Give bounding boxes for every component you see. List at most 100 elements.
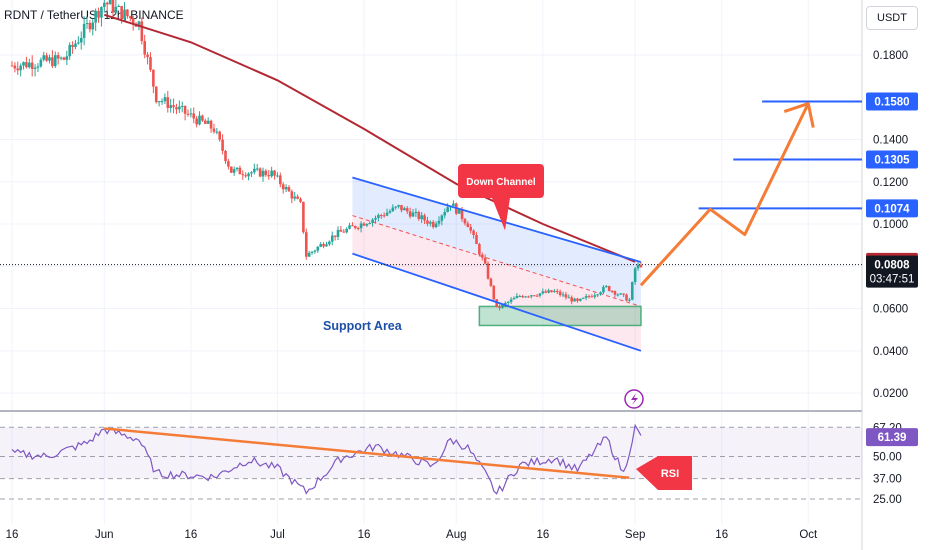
candle-body [365, 223, 369, 226]
channel-and-support [352, 177, 642, 351]
channel-midline [352, 215, 642, 307]
channel-lower-line [352, 252, 642, 352]
candle-body [258, 168, 262, 177]
time-tick-label: 16 [536, 529, 549, 541]
candle-body [555, 290, 559, 292]
rsi-callout [636, 456, 692, 490]
candle-body [68, 44, 71, 57]
candle-body [501, 304, 504, 308]
currency-selector[interactable]: USDT [866, 6, 918, 30]
candle-body [628, 299, 631, 301]
candle-body [457, 209, 461, 214]
candle-body [463, 219, 467, 224]
candle-body [509, 299, 513, 302]
candle-body [39, 59, 43, 67]
candle-body [625, 294, 628, 301]
candle-body [478, 244, 481, 255]
candle-body [411, 212, 415, 217]
candle-body [460, 209, 464, 220]
candle-body [19, 65, 22, 71]
candle-body [567, 297, 571, 299]
candle-body [97, 10, 100, 18]
candle-body [227, 161, 230, 167]
candle-body [250, 172, 253, 174]
candle-body [345, 228, 348, 233]
grid [0, 0, 863, 550]
candle-body [45, 55, 48, 61]
candle-body [431, 221, 435, 228]
candle-body [195, 118, 198, 125]
candle-body [633, 268, 637, 283]
candle-body [149, 57, 152, 70]
candle-body [408, 211, 412, 217]
candle-body [403, 208, 406, 211]
candle-body [212, 128, 216, 132]
candle-body [359, 223, 363, 229]
candle-body [16, 68, 20, 71]
rsi-current-tag-bg [866, 428, 918, 447]
candle-body [166, 97, 170, 108]
candle-body [475, 235, 478, 245]
candle-body [521, 296, 524, 298]
candle-body [405, 208, 409, 212]
candle-body [287, 187, 291, 192]
price-axis[interactable]: 0.02000.04000.06000.08000.10000.12000.14… [866, 50, 918, 506]
candle-body [605, 286, 608, 288]
candle-body [186, 113, 190, 115]
candle-body [576, 298, 579, 301]
candle-body [429, 221, 432, 224]
candle-body [273, 170, 276, 176]
candle-body [420, 215, 423, 220]
candle-body [154, 86, 158, 103]
candle-body [316, 246, 320, 251]
candle-body [437, 220, 441, 224]
candle-body [489, 278, 493, 286]
candle-body [622, 293, 625, 295]
candle-body [342, 231, 346, 233]
candle-body [322, 244, 325, 247]
candle-body [94, 10, 97, 23]
candle-body [232, 169, 236, 173]
candle-body [105, 2, 109, 5]
candle-body [261, 170, 265, 177]
candle-body [504, 302, 507, 305]
lightning-icon-glyph [631, 393, 638, 405]
candle-body [524, 296, 527, 298]
candle-body [276, 175, 279, 177]
channel-upper-fill [352, 177, 641, 307]
candle-body [244, 175, 247, 177]
candle-body [382, 215, 386, 217]
candle-body [103, 2, 106, 8]
rsi-level-label: 37.00 [873, 474, 902, 486]
candle-body [293, 196, 297, 199]
candle-body [152, 69, 155, 87]
target-price-tag: 0.1305 [874, 155, 910, 167]
candle-body [48, 57, 51, 61]
price-tick-label: 0.0600 [873, 304, 908, 316]
candle-body [538, 293, 542, 296]
candle-body [400, 205, 403, 211]
candle-body [336, 229, 340, 237]
candle-body [581, 297, 585, 299]
candle-body [163, 97, 167, 102]
rsi-band-fill [0, 427, 862, 479]
candle-body [264, 170, 268, 176]
candle-body [550, 290, 553, 293]
candle-body [570, 297, 573, 302]
candle-body [319, 244, 322, 247]
candle-body [42, 55, 46, 60]
candle-body [146, 54, 149, 58]
candle-body [33, 67, 37, 69]
candle-body [137, 21, 141, 27]
time-axis[interactable]: 16 Jun 16 Jul 16 Aug 16 Sep 16 Oct [6, 529, 818, 541]
candle-body [91, 22, 95, 30]
candle-body [472, 230, 475, 236]
target-price-tag-bg [866, 199, 918, 218]
candle-body [573, 298, 576, 302]
overlay-lines [0, 13, 862, 495]
candle-body [388, 211, 392, 213]
candle-body [201, 115, 204, 121]
candle-body [639, 264, 643, 268]
channel-upper-line [352, 176, 642, 263]
